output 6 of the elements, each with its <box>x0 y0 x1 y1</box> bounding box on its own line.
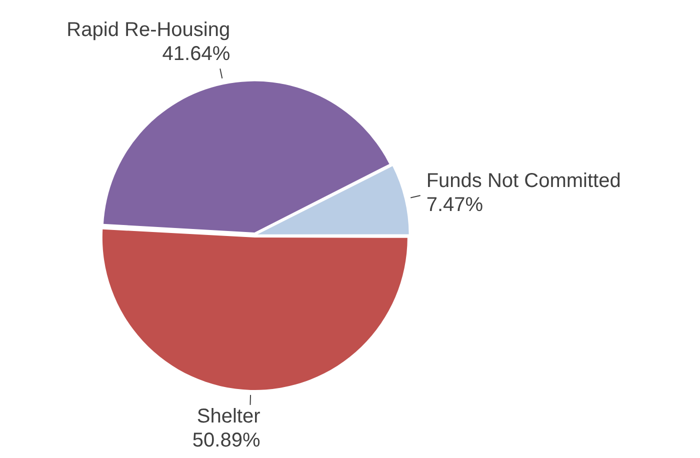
data-label: 41.64% <box>162 43 230 66</box>
slice-label: Funds Not Committed <box>426 170 621 192</box>
slice-label: Rapid Re-Housing <box>66 19 230 42</box>
data-label: 50.89% <box>192 429 260 452</box>
data-label: 7.47% <box>426 194 484 216</box>
slice-label: Shelter <box>196 405 261 428</box>
